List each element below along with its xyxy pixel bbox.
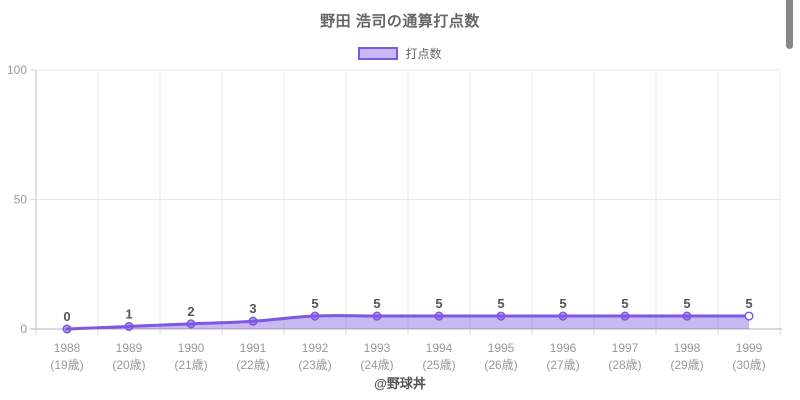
data-point-label: 5 [559,296,566,311]
y-axis-tick-label: 50 [14,193,28,207]
x-axis-tick-label-year: 1996 [550,341,577,355]
data-point-marker[interactable] [186,319,196,329]
x-axis-tick-label-age: (21歳) [174,358,207,372]
scrollbar-thumb[interactable] [786,0,793,49]
x-axis-tick-label-age: (27歳) [546,358,579,372]
data-point-label: 5 [683,296,690,311]
data-point-marker[interactable] [372,311,382,321]
legend-item-rbi[interactable]: 打点数 [358,45,442,62]
x-axis-tick-label-age: (23歳) [298,358,331,372]
data-point-label: 2 [187,304,194,319]
data-point-marker[interactable] [310,311,320,321]
x-axis-tick-label-age: (29歳) [670,358,703,372]
chart-title: 野田 浩司の通算打点数 [320,13,480,30]
data-point-marker[interactable] [620,311,630,321]
x-axis-tick-label-year: 1997 [612,341,639,355]
legend-label: 打点数 [405,47,442,61]
x-axis-tick-label-year: 1992 [302,341,329,355]
x-axis-tick-label-age: (30歳) [732,358,765,372]
series-area [67,315,749,329]
data-point-label: 0 [63,309,70,324]
x-axis-tick-label-year: 1989 [116,341,143,355]
data-point-label: 1 [125,306,132,321]
x-axis-tick-label-age: (25歳) [422,358,455,372]
credit-text: @野球丼 [374,376,426,391]
data-point-marker[interactable] [558,311,568,321]
series-line [65,314,751,331]
x-axis-tick-label-year: 1998 [674,341,701,355]
data-point-marker[interactable] [744,311,754,321]
x-axis-tick-label-age: (28歳) [608,358,641,372]
data-point-label: 5 [435,296,442,311]
x-axis-tick-label-age: (26歳) [484,358,517,372]
x-axis-tick-label-year: 1993 [364,341,391,355]
data-point-marker[interactable] [434,311,444,321]
x-axis-tick-label-year: 1988 [54,341,81,355]
data-point-marker[interactable] [248,316,258,326]
legend-swatch [358,47,399,60]
data-point-marker[interactable] [496,311,506,321]
data-point-marker[interactable] [124,321,134,331]
x-axis-tick-label-age: (19歳) [50,358,83,372]
y-axis-tick-label: 100 [7,63,27,77]
data-point-label: 5 [621,296,628,311]
x-axis-tick-label-year: 1994 [426,341,453,355]
x-axis-tick-label-year: 1995 [488,341,515,355]
x-axis-tick-label-age: (22歳) [236,358,269,372]
legend: 打点数 [0,45,800,62]
y-axis-tick-label: 0 [20,322,27,336]
x-axis-tick-label-year: 1990 [178,341,205,355]
x-axis-tick-label-year: 1999 [736,341,763,355]
data-point-label: 5 [311,296,318,311]
x-axis-tick-label-age: (20歳) [112,358,145,372]
x-axis-tick-label-year: 1991 [240,341,267,355]
x-axis-tick-label-age: (24歳) [360,358,393,372]
data-point-label: 3 [249,301,256,316]
data-point-marker[interactable] [682,311,692,321]
data-point-label: 5 [745,296,752,311]
data-point-marker[interactable] [62,324,72,334]
data-point-label: 5 [373,296,380,311]
data-point-label: 5 [497,296,504,311]
